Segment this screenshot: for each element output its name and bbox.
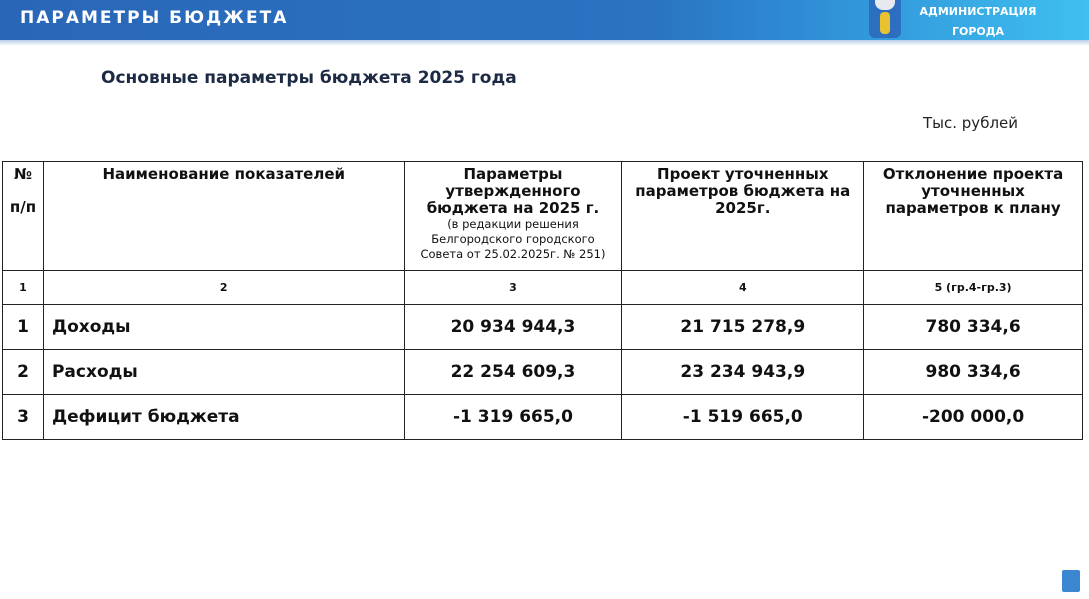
row-number: 1 <box>2 304 44 350</box>
header-project: Проект уточненных параметров бюджета на … <box>621 161 865 271</box>
org-line-2: БЕЛГОРОДА <box>939 45 1017 58</box>
project-value: 23 234 943,9 <box>621 349 865 395</box>
deviation-value: -200 000,0 <box>863 394 1083 440</box>
row-name: Расходы <box>42 349 405 395</box>
header-deviation: Отклонение проекта уточненных параметров… <box>863 161 1083 271</box>
approved-value: -1 319 665,0 <box>403 394 623 440</box>
project-value: -1 519 665,0 <box>621 394 865 440</box>
project-value: 21 715 278,9 <box>621 304 865 350</box>
col-num: 5 (гр.4-гр.3) <box>863 270 1083 305</box>
units-label: Тыс. рублей <box>923 114 1019 132</box>
row-number: 3 <box>2 394 44 440</box>
header-number: № п/п <box>2 161 44 271</box>
col-num: 1 <box>2 270 44 305</box>
header-row: № п/п Наименование показателей Параметры … <box>2 161 1083 271</box>
table-row: 2 Расходы 22 254 609,3 23 234 943,9 980 … <box>2 349 1083 395</box>
approved-value: 20 934 944,3 <box>403 304 623 350</box>
row-number: 2 <box>2 349 44 395</box>
header-approved: Параметры утвержденного бюджета на 2025 … <box>403 161 623 271</box>
organization-name: АДМИНИСТРАЦИЯ ГОРОДА БЕЛГОРОДА <box>903 2 1053 62</box>
row-name: Дефицит бюджета <box>42 394 405 440</box>
col-num: 2 <box>42 270 405 305</box>
budget-table: № п/п Наименование показателей Параметры … <box>2 161 1083 440</box>
deviation-value: 780 334,6 <box>863 304 1083 350</box>
deviation-value: 980 334,6 <box>863 349 1083 395</box>
col-num: 3 <box>403 270 623 305</box>
slide-title: ПАРАМЕТРЫ БЮДЖЕТА <box>20 8 289 28</box>
org-line-1: АДМИНИСТРАЦИЯ ГОРОДА <box>919 5 1037 38</box>
coat-of-arms-icon <box>869 0 901 38</box>
table-row: 3 Дефицит бюджета -1 319 665,0 -1 519 66… <box>2 394 1083 440</box>
header-banner: ПАРАМЕТРЫ БЮДЖЕТА АДМИНИСТРАЦИЯ ГОРОДА Б… <box>0 0 1089 58</box>
page-heading: Основные параметры бюджета 2025 года <box>101 68 517 88</box>
small-logo-icon <box>1062 570 1080 592</box>
column-number-row: 1 2 3 4 5 (гр.4-гр.3) <box>2 270 1083 305</box>
approved-value: 22 254 609,3 <box>403 349 623 395</box>
row-name: Доходы <box>42 304 405 350</box>
col-num: 4 <box>621 270 865 305</box>
table-row: 1 Доходы 20 934 944,3 21 715 278,9 780 3… <box>2 304 1083 350</box>
header-name: Наименование показателей <box>42 161 405 271</box>
